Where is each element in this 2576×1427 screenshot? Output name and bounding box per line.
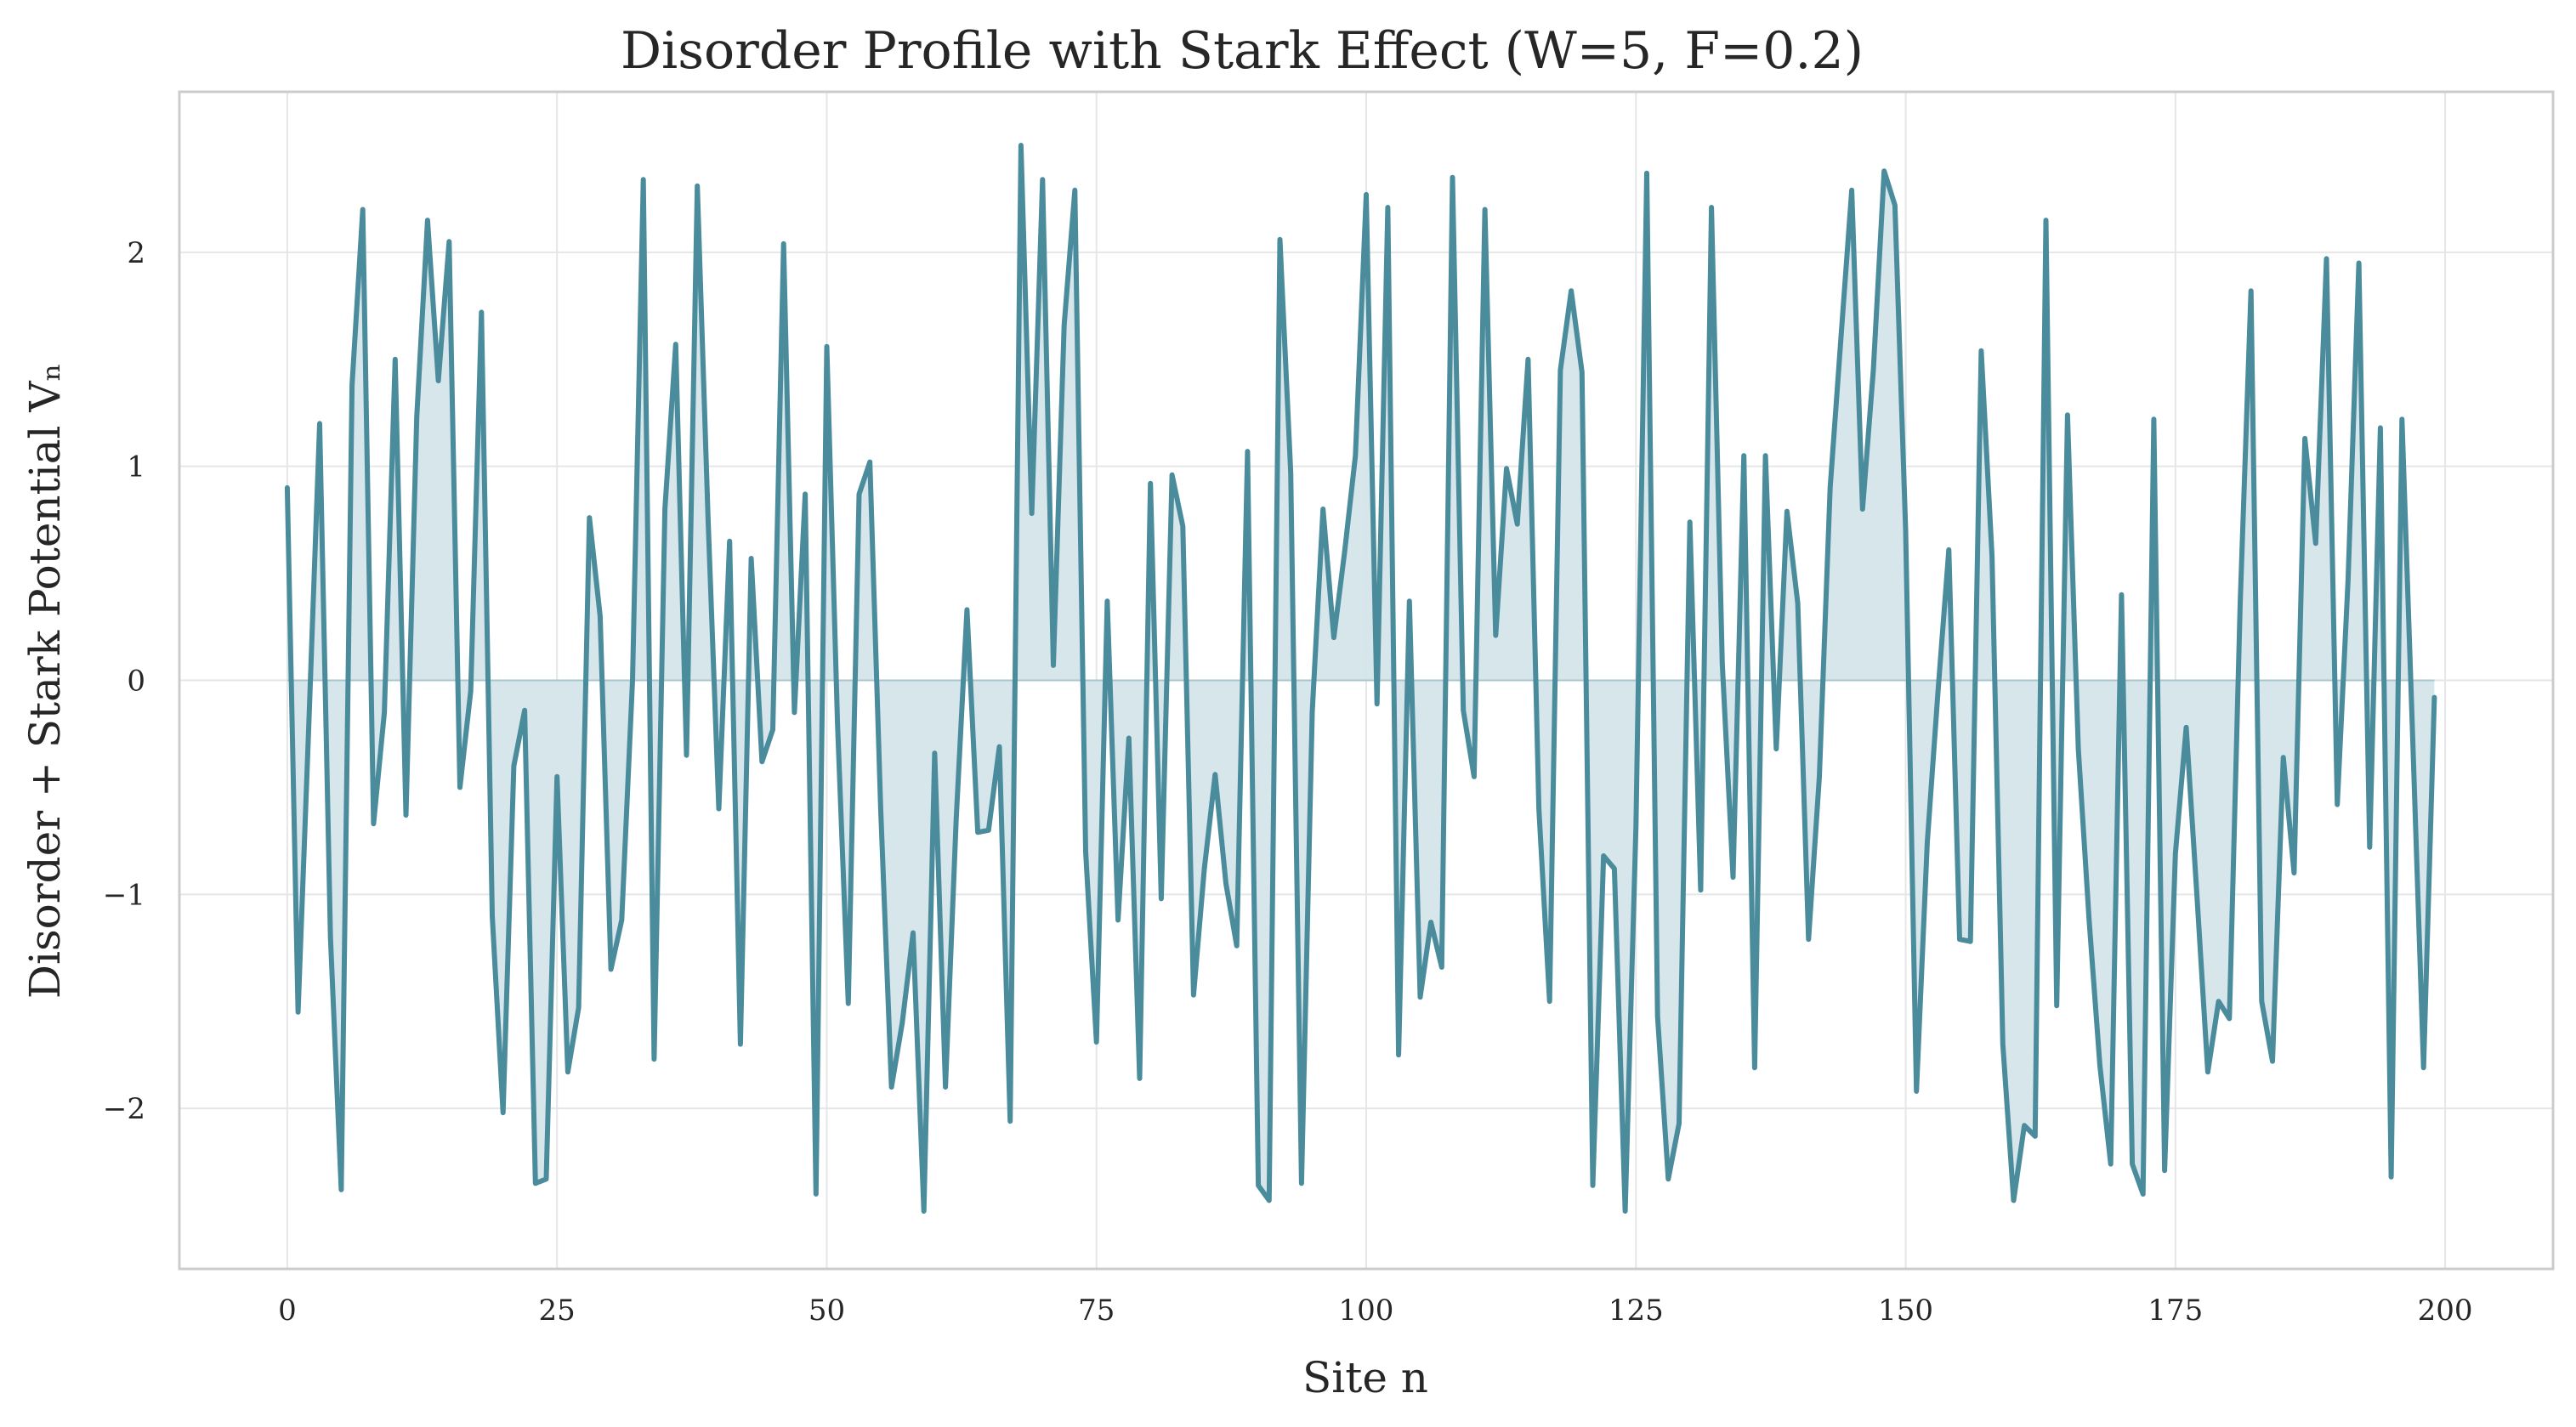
y-tick-label: −2 <box>103 1092 145 1126</box>
x-tick-labels: 0 25 50 75 100 125 150 175 200 <box>278 1294 2472 1328</box>
chart-title: Disorder Profile with Stark Effect (W=5,… <box>621 21 1864 81</box>
fill-area <box>287 145 2435 1211</box>
x-tick-label: 25 <box>539 1294 576 1328</box>
x-tick-label: 200 <box>2418 1294 2473 1328</box>
y-tick-label: −1 <box>103 878 145 912</box>
x-tick-label: 175 <box>2148 1294 2203 1328</box>
y-tick-label: 2 <box>127 236 145 270</box>
x-tick-label: 125 <box>1609 1294 1664 1328</box>
y-tick-label: 1 <box>127 450 145 484</box>
plot-frame <box>178 90 2555 1271</box>
y-tick-labels: −2 −1 0 1 2 <box>103 236 145 1126</box>
x-axis-label: Site n <box>1302 1353 1428 1402</box>
y-axis-label: Disorder + Stark Potential Vₙ <box>20 363 70 999</box>
y-tick-label: 0 <box>127 665 145 699</box>
series-line <box>284 143 2437 1214</box>
x-tick-label: 50 <box>809 1294 845 1328</box>
x-tick-label: 0 <box>278 1294 297 1328</box>
x-tick-label: 150 <box>1878 1294 1933 1328</box>
x-tick-label: 75 <box>1078 1294 1115 1328</box>
x-tick-label: 100 <box>1339 1294 1394 1328</box>
